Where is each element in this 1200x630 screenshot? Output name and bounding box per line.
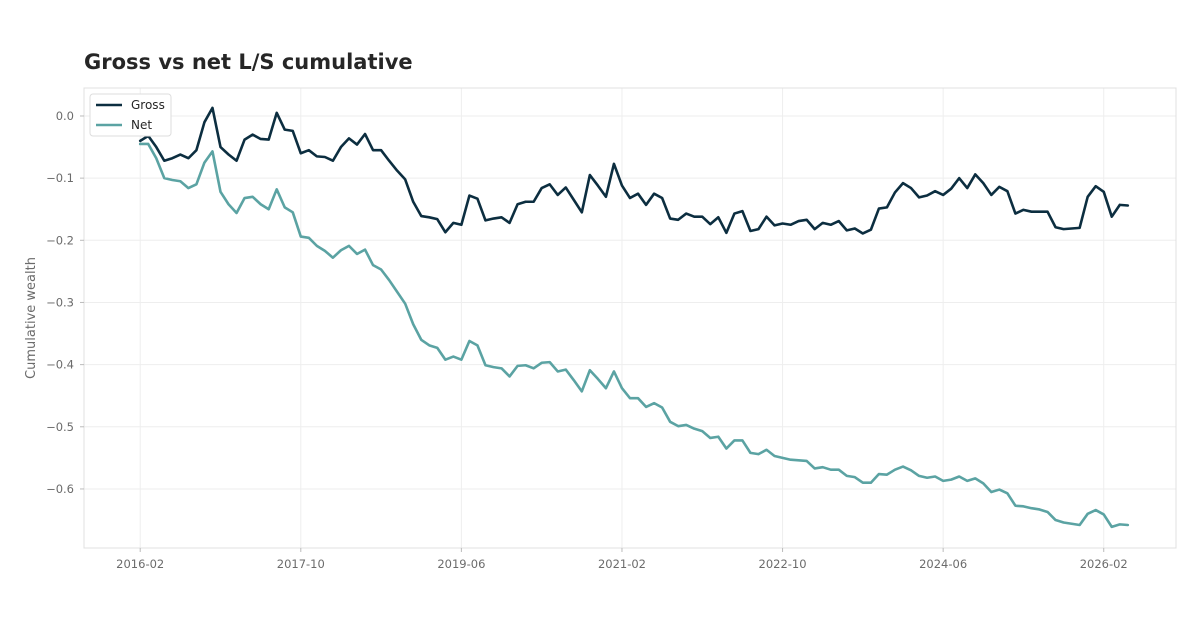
legend-label-gross: Gross	[131, 98, 165, 112]
legend: Gross Net	[89, 93, 172, 137]
x-tick-label: 2024-06	[919, 557, 967, 571]
x-tick-label: 2017-10	[277, 557, 325, 571]
y-tick-label: −0.4	[46, 358, 74, 372]
y-tick-label: −0.3	[46, 295, 74, 309]
x-tick-label: 2026-02	[1080, 557, 1128, 571]
grid	[84, 88, 1176, 548]
chart-title: Gross vs net L/S cumulative	[84, 50, 413, 74]
series-line-gross	[138, 106, 1130, 235]
x-tick-label: 2021-02	[598, 557, 646, 571]
series-layer	[138, 106, 1130, 529]
x-tick-label: 2016-02	[116, 557, 164, 571]
legend-label-net: Net	[131, 118, 152, 132]
y-tick-label: −0.6	[46, 482, 74, 496]
x-tick-label: 2022-10	[759, 557, 807, 571]
x-tick-label: 2019-06	[437, 557, 485, 571]
y-tick-label: −0.5	[46, 420, 74, 434]
y-tick-label: −0.2	[46, 233, 74, 247]
y-tick-label: 0.0	[56, 109, 74, 123]
x-axis: 2016-02 2017-10 2019-06 2021-02 2022-10 2024-…	[116, 548, 1128, 571]
plot-frame	[83, 87, 1177, 549]
y-axis-label: Cumulative wealth	[24, 257, 39, 379]
y-tick-label: −0.1	[46, 171, 74, 185]
y-axis: 0.0 −0.1 −0.2 −0.3 −0.4 −0.5 −0.6	[46, 109, 84, 496]
series-line-net	[138, 142, 1130, 529]
